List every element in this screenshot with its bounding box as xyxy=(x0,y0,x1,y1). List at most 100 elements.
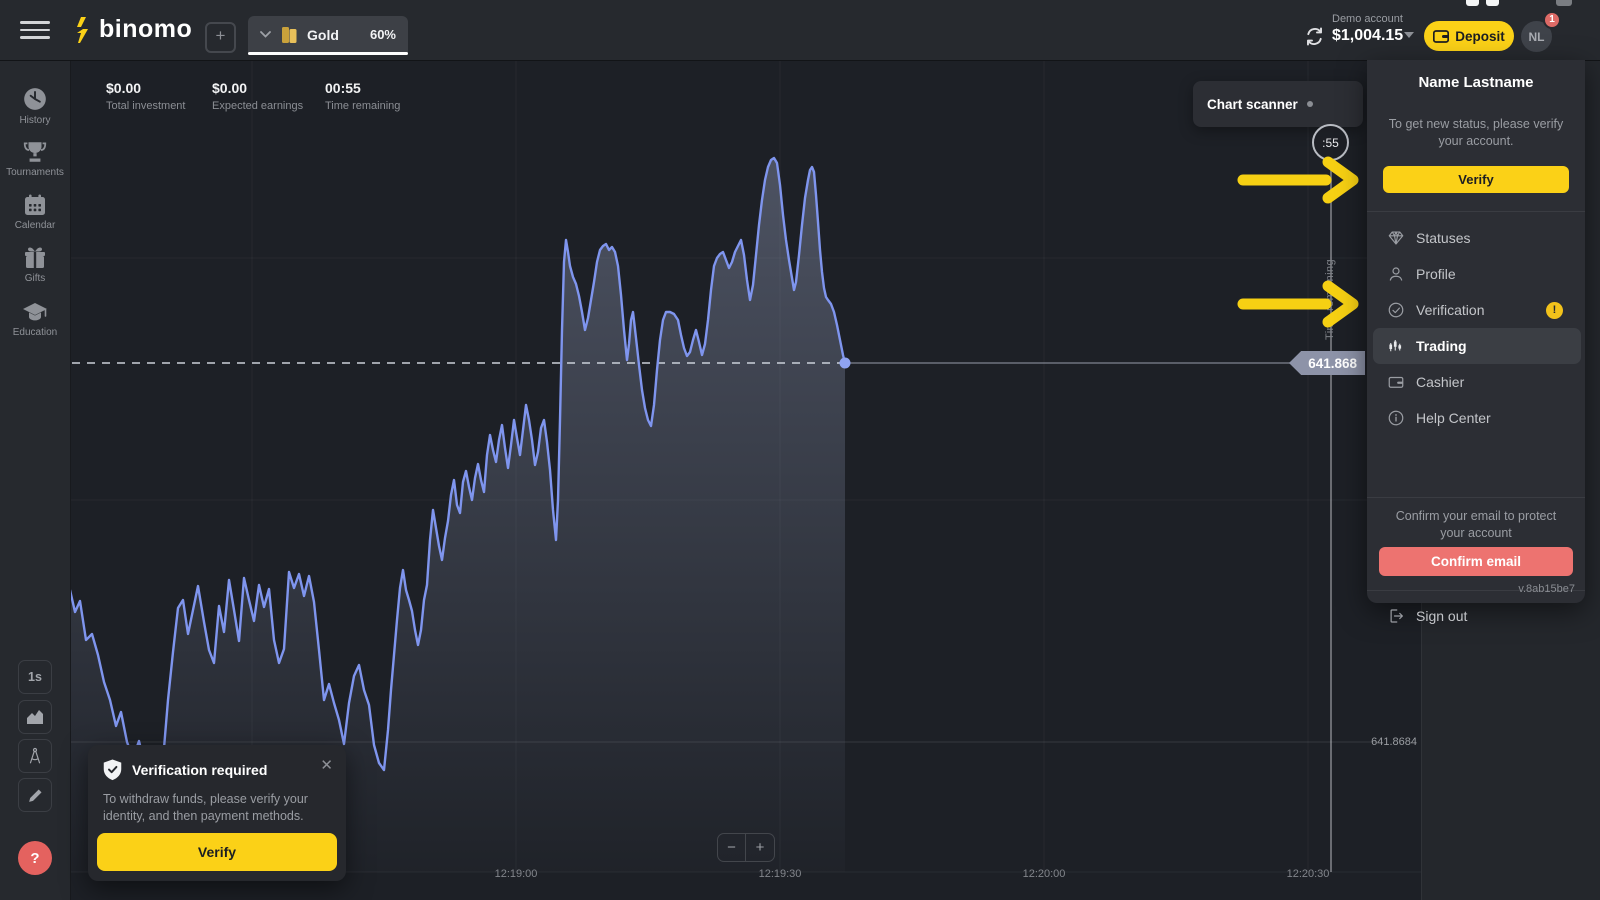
avatar-initials: NL xyxy=(1528,29,1545,44)
deposit-label: Deposit xyxy=(1455,28,1505,44)
chart-scanner-button[interactable]: Chart scanner xyxy=(1193,81,1363,127)
menu-item-trading[interactable]: Trading xyxy=(1373,328,1581,364)
verification-alert-badge: ! xyxy=(1546,301,1563,319)
divider xyxy=(1367,590,1585,591)
time-tick: 12:20:00 xyxy=(1022,868,1066,880)
add-asset-button[interactable]: + xyxy=(205,22,236,53)
account-switcher[interactable]: Demo account $1,004.15 xyxy=(1332,13,1403,45)
deposit-button[interactable]: Deposit xyxy=(1424,21,1514,51)
drawing-button[interactable] xyxy=(18,778,52,812)
clock-icon xyxy=(24,88,46,110)
hamburger-menu-icon[interactable] xyxy=(20,21,50,40)
confirm-email-hint: Confirm your email to protect your accou… xyxy=(1395,509,1557,540)
asset-payout: 60% xyxy=(369,27,396,42)
account-holder-name: Name Lastname xyxy=(1418,74,1534,91)
calendar-icon xyxy=(25,194,45,215)
chart-type-button[interactable] xyxy=(18,700,52,734)
sidebar-label: Calendar xyxy=(14,220,56,231)
verify-button[interactable]: Verify xyxy=(1383,166,1569,193)
compass-icon xyxy=(29,747,41,764)
zoom-in-button[interactable]: + xyxy=(746,833,775,862)
confirm-email-button[interactable]: Confirm email xyxy=(1379,547,1573,576)
current-price-tag: 641.868 xyxy=(1289,351,1365,375)
sidebar-item-education[interactable]: Education xyxy=(0,300,70,338)
overlay-fragment xyxy=(1556,0,1572,6)
interval-label: 1s xyxy=(28,670,42,684)
stat-label: Expected earnings xyxy=(212,100,304,112)
price-axis-label: 641.8684 xyxy=(1371,736,1417,748)
binomo-logo[interactable]: binomo xyxy=(72,15,192,44)
divider xyxy=(1367,211,1585,212)
zoom-out-button[interactable]: − xyxy=(717,833,746,862)
person-icon xyxy=(1389,267,1403,281)
sidebar-item-history[interactable]: History xyxy=(0,86,70,126)
menu-item-label: Cashier xyxy=(1416,374,1465,390)
sidebar-label: Gifts xyxy=(24,273,46,284)
indicators-button[interactable] xyxy=(18,739,52,773)
left-sidebar: History Tournaments Calendar xyxy=(0,60,71,900)
check-circle-icon xyxy=(1388,302,1404,318)
time-tick: 12:19:00 xyxy=(494,868,538,880)
wallet-icon xyxy=(1433,30,1450,43)
notification-badge: 1 xyxy=(1543,11,1561,29)
chart-scanner-label: Chart scanner xyxy=(1207,96,1298,112)
sidebar-label: Tournaments xyxy=(6,167,64,178)
menu-item-label: Statuses xyxy=(1416,230,1471,246)
sidebar-label: History xyxy=(19,115,51,126)
stat-value: 00:55 xyxy=(325,80,361,96)
logo-text: binomo xyxy=(99,15,193,43)
sign-out-icon xyxy=(1390,609,1403,623)
interval-button[interactable]: 1s xyxy=(18,660,52,694)
account-caret-icon[interactable] xyxy=(1404,32,1414,38)
asset-tab-gold[interactable]: Gold 60% xyxy=(248,16,408,55)
stat-time-remaining: 00:55 Time remaining xyxy=(325,80,400,112)
wallet-icon xyxy=(1388,376,1404,388)
sidebar-item-calendar[interactable]: Calendar xyxy=(0,193,70,231)
status-hint-text: To get new status, please verify your ac… xyxy=(1388,117,1564,148)
candlestick-icon xyxy=(1389,340,1402,352)
stat-label: Time remaining xyxy=(325,100,401,112)
overlay-fragment xyxy=(1466,0,1479,6)
stat-total-investment: $0.00 Total investment xyxy=(106,80,185,112)
stat-value: $0.00 xyxy=(106,80,142,96)
verification-popup: Verification required ✕ To withdraw fund… xyxy=(88,745,346,881)
account-type-label: Demo account xyxy=(1332,13,1403,25)
sidebar-item-gifts[interactable]: Gifts xyxy=(0,246,70,284)
pencil-icon xyxy=(28,788,42,802)
gift-icon xyxy=(25,247,45,268)
menu-item-verification[interactable]: Verification ! xyxy=(1373,292,1579,328)
app-version: v.8ab15be7 xyxy=(1518,583,1575,595)
menu-item-help-center[interactable]: Help Center xyxy=(1373,400,1579,436)
menu-item-sign-out[interactable]: Sign out xyxy=(1373,598,1579,634)
help-label: ? xyxy=(30,849,40,867)
menu-item-label: Trading xyxy=(1416,338,1467,354)
shield-check-icon xyxy=(103,759,122,781)
sidebar-item-tournaments[interactable]: Tournaments xyxy=(0,140,70,178)
menu-item-label: Profile xyxy=(1416,266,1456,282)
refresh-icon[interactable] xyxy=(1303,25,1326,48)
account-menu: Name Lastname To get new status, please … xyxy=(1367,60,1585,624)
stat-label: Total investment xyxy=(106,100,186,112)
info-icon xyxy=(1388,410,1404,426)
stat-expected-earnings: $0.00 Expected earnings xyxy=(212,80,303,112)
area-chart-icon xyxy=(27,710,43,724)
help-button[interactable]: ? xyxy=(18,841,52,875)
expiry-timer-label: :55 xyxy=(1322,135,1339,150)
chevron-down-icon xyxy=(260,31,271,38)
time-tick: 12:19:30 xyxy=(758,868,802,880)
menu-item-cashier[interactable]: Cashier xyxy=(1373,364,1579,400)
overlay-fragment xyxy=(1486,0,1499,6)
menu-item-profile[interactable]: Profile xyxy=(1373,256,1579,292)
time-tick: 12:20:30 xyxy=(1286,868,1330,880)
chart-zoom-controls: − + xyxy=(717,833,775,862)
popup-verify-button[interactable]: Verify xyxy=(97,833,337,871)
popup-body-text: To withdraw funds, please verify your id… xyxy=(103,792,308,823)
asset-name: Gold xyxy=(307,26,339,43)
expiry-timer-badge: :55 xyxy=(1312,124,1349,161)
menu-item-label: Sign out xyxy=(1416,608,1468,624)
top-bar: binomo + Gold 60% Demo account $1,004.15 xyxy=(0,0,1600,61)
menu-item-statuses[interactable]: Statuses xyxy=(1373,220,1579,256)
close-icon[interactable]: ✕ xyxy=(320,757,333,774)
trophy-icon xyxy=(23,142,47,162)
